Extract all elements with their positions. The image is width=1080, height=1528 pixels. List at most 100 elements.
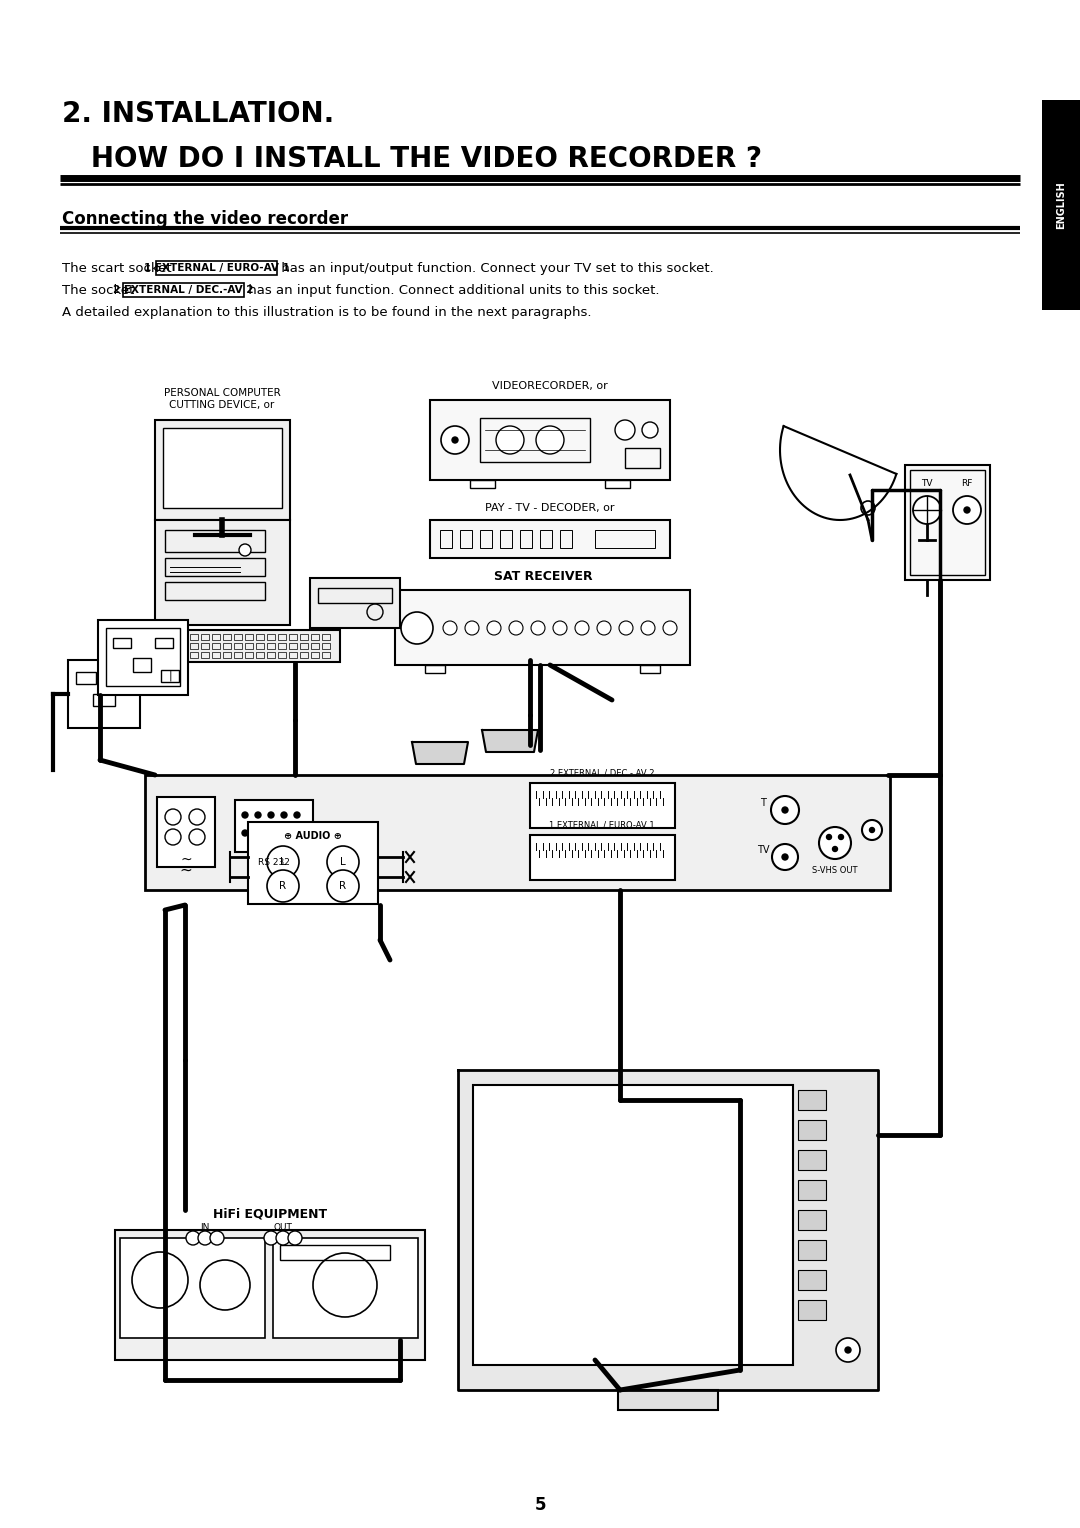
Circle shape <box>268 811 274 817</box>
Circle shape <box>165 808 181 825</box>
Bar <box>430 400 670 480</box>
Bar <box>798 1300 826 1320</box>
Circle shape <box>782 807 788 813</box>
Bar <box>68 660 140 727</box>
Text: PAY - TV - DECODER, or: PAY - TV - DECODER, or <box>485 503 615 513</box>
Circle shape <box>242 811 248 817</box>
Circle shape <box>836 1339 860 1361</box>
Bar <box>222 643 231 649</box>
Text: ~: ~ <box>180 853 192 866</box>
Bar <box>798 1180 826 1199</box>
Circle shape <box>782 854 788 860</box>
Circle shape <box>642 422 658 439</box>
Bar <box>300 634 308 640</box>
Text: ~: ~ <box>179 862 192 877</box>
Text: S-VHS OUT: S-VHS OUT <box>812 865 858 874</box>
Circle shape <box>281 830 287 836</box>
Bar <box>123 283 244 296</box>
Bar <box>133 659 151 672</box>
Text: T: T <box>760 798 766 808</box>
Circle shape <box>264 1232 278 1245</box>
Text: L: L <box>340 857 346 866</box>
Circle shape <box>210 1232 224 1245</box>
Text: OUT: OUT <box>273 1224 293 1233</box>
Bar <box>473 1085 793 1365</box>
Bar <box>595 530 654 549</box>
Circle shape <box>327 869 359 902</box>
Bar <box>289 643 297 649</box>
Bar <box>426 665 445 672</box>
Bar <box>430 520 670 558</box>
Circle shape <box>597 620 611 636</box>
Bar <box>163 428 282 507</box>
Text: Connecting the video recorder: Connecting the video recorder <box>62 209 348 228</box>
Circle shape <box>239 544 251 556</box>
Bar <box>300 652 308 659</box>
Bar <box>234 634 242 640</box>
Bar <box>519 530 532 549</box>
Bar <box>280 1245 390 1261</box>
Bar <box>234 652 242 659</box>
Circle shape <box>401 613 433 643</box>
Bar <box>500 530 512 549</box>
Bar <box>318 588 392 604</box>
Circle shape <box>189 808 205 825</box>
Bar <box>905 465 990 581</box>
Bar <box>278 634 286 640</box>
Bar <box>157 643 165 649</box>
Bar <box>212 643 220 649</box>
Polygon shape <box>482 730 538 752</box>
Circle shape <box>189 830 205 845</box>
Bar <box>289 652 297 659</box>
Bar <box>165 558 265 576</box>
Bar <box>146 652 154 659</box>
Circle shape <box>826 834 832 839</box>
Text: has an input function. Connect additional units to this socket.: has an input function. Connect additiona… <box>244 284 659 296</box>
Bar <box>910 471 985 575</box>
Bar <box>311 643 319 649</box>
Text: CUTTING DEVICE, or: CUTTING DEVICE, or <box>170 400 274 410</box>
Text: A detailed explanation to this illustration is to be found in the next paragraph: A detailed explanation to this illustrat… <box>62 306 592 318</box>
Bar <box>480 419 590 461</box>
Bar <box>798 1089 826 1109</box>
Bar <box>235 801 313 853</box>
Text: IN: IN <box>200 1224 210 1233</box>
Bar <box>798 1270 826 1290</box>
Bar <box>98 620 188 695</box>
Circle shape <box>575 620 589 636</box>
Circle shape <box>165 830 181 845</box>
Bar <box>267 652 275 659</box>
Text: 5: 5 <box>535 1496 545 1514</box>
Circle shape <box>255 830 261 836</box>
Circle shape <box>281 811 287 817</box>
Bar <box>168 643 176 649</box>
Bar <box>76 672 96 685</box>
Bar <box>289 634 297 640</box>
Bar <box>157 261 276 275</box>
Bar <box>640 665 660 672</box>
Bar <box>212 652 220 659</box>
Bar <box>256 652 264 659</box>
Circle shape <box>268 830 274 836</box>
Bar <box>245 634 253 640</box>
Circle shape <box>619 620 633 636</box>
Bar <box>480 530 492 549</box>
Text: 1 EXTERNAL / EURO-AV 1: 1 EXTERNAL / EURO-AV 1 <box>550 821 654 830</box>
Bar <box>165 530 265 552</box>
Bar <box>135 652 143 659</box>
Circle shape <box>772 843 798 869</box>
Text: RS 232: RS 232 <box>258 857 289 866</box>
Polygon shape <box>411 743 468 764</box>
Bar <box>460 530 472 549</box>
Text: TV: TV <box>757 845 769 856</box>
Bar <box>256 634 264 640</box>
Text: ⊕ AUDIO ⊕: ⊕ AUDIO ⊕ <box>284 831 342 840</box>
Bar <box>245 652 253 659</box>
Circle shape <box>487 620 501 636</box>
Text: HiFi EQUIPMENT: HiFi EQUIPMENT <box>213 1207 327 1221</box>
Bar <box>300 643 308 649</box>
Circle shape <box>553 620 567 636</box>
Text: 2 EXTERNAL / DEC.- AV 2: 2 EXTERNAL / DEC.- AV 2 <box>550 769 654 778</box>
Bar <box>190 652 198 659</box>
Bar <box>798 1120 826 1140</box>
